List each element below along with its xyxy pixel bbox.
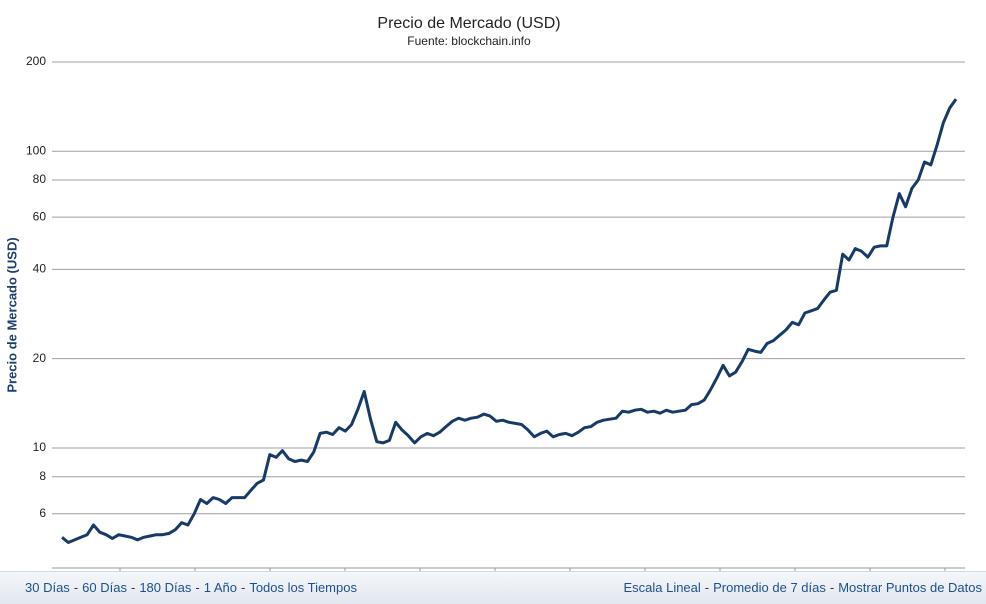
y-tick-label: 10: [33, 440, 47, 454]
footer-link[interactable]: Escala Lineal: [623, 580, 701, 595]
y-tick-label: 8: [39, 469, 46, 483]
chart-title: Precio de Mercado (USD): [377, 15, 560, 32]
footer-link[interactable]: Todos los Tiempos: [249, 580, 357, 595]
chart-subtitle: Fuente: blockchain.info: [407, 34, 531, 48]
y-axis-label: Precio de Mercado (USD): [4, 237, 19, 392]
separator: -: [240, 580, 246, 595]
y-tick-label: 100: [26, 143, 46, 157]
footer-link[interactable]: 30 Días: [25, 580, 70, 595]
y-tick-label: 20: [33, 351, 47, 365]
footer-link[interactable]: 180 Días: [139, 580, 192, 595]
y-tick-label: 80: [33, 172, 47, 186]
y-tick-label: 200: [26, 54, 46, 68]
y-tick-label: 60: [33, 209, 47, 223]
footer-link[interactable]: Promedio de 7 días: [713, 580, 826, 595]
separator: -: [704, 580, 710, 595]
option-links: Escala Lineal - Promedio de 7 días - Mostrar…: [623, 572, 982, 604]
separator: -: [195, 580, 200, 595]
footer-link[interactable]: 60 Días: [82, 580, 127, 595]
chart: Precio de Mercado (USD) Fuente: blockcha…: [4, 15, 965, 571]
separator: -: [73, 580, 79, 595]
separator: -: [829, 580, 835, 595]
footer: 30 Días -60 Días -180 Días -1 Año - Todos los…: [0, 571, 986, 604]
price-line: [61, 98, 958, 544]
y-tick-label: 6: [39, 506, 46, 520]
footer-link[interactable]: Mostrar Puntos de Datos: [838, 580, 982, 595]
footer-link[interactable]: 1 Año: [203, 580, 237, 595]
range-links: 30 Días -60 Días -180 Días -1 Año - Todos los…: [25, 572, 357, 604]
y-tick-label: 40: [33, 262, 47, 276]
separator: -: [130, 580, 136, 595]
